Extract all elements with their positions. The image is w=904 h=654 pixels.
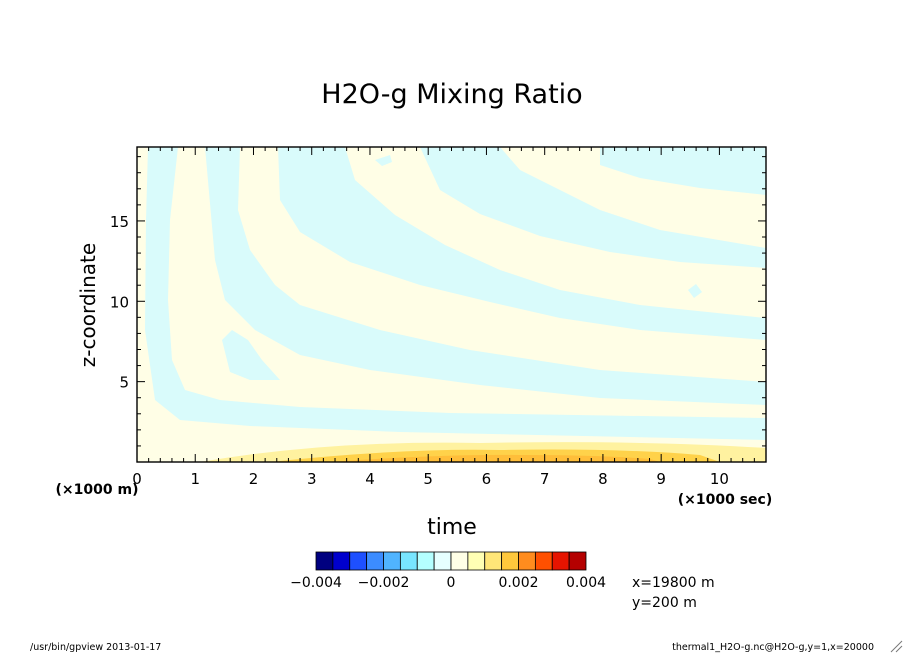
x-tick-label: 9 [656,470,666,488]
x-tick-label: 5 [423,470,433,488]
contour-band [278,147,766,340]
colorbar-swatch [450,551,469,571]
resize-grip-icon[interactable] [890,640,903,653]
colorbar-swatch [433,551,452,571]
contour-band [222,330,280,380]
plot-area: 0 1 2 3 4 5 6 7 8 9 10 5 10 15 [110,146,767,488]
colorbar-swatch [315,551,334,571]
x-tick-label: 2 [249,470,259,488]
x-axis-unit: (×1000 sec) [678,492,773,508]
colorbar-swatch [568,551,587,571]
colorbar-swatch [383,551,401,571]
contour-band [205,147,766,405]
y-axis-label: z-coordinate [76,243,100,367]
location-y-label: y=200 m [632,595,697,611]
colorbar-swatch [349,551,368,571]
colorbar-label: −0.004 [290,575,342,591]
location-x-label: x=19800 m [632,575,715,591]
colorbar-swatch [416,551,435,571]
y-tick-label: 5 [119,374,129,392]
x-tick-label: 7 [540,470,550,488]
colorbar-swatch [332,551,351,571]
y-tick-label: 10 [110,293,129,311]
contour-bands [145,147,766,440]
colorbar-swatch [551,551,570,571]
x-tick-label: 8 [598,470,608,488]
surface-layer [200,442,766,462]
colorbar-label: −0.002 [358,575,410,591]
colorbar-label: 0.004 [566,575,606,591]
colorbar-swatch [534,551,553,571]
y-tick-label: 15 [110,213,129,231]
contour-band [420,147,766,268]
x-tick-label: 10 [710,470,729,488]
x-tick-label: 0 [132,470,142,488]
chart-title: H2O-g Mixing Ratio [321,79,582,110]
contour-band [145,147,766,440]
colorbar-swatch [484,551,503,571]
footer-right: thermal1_H2O-g.nc@H2O-g,y=1,x=20000 [672,642,874,653]
y-axis-unit: (×1000 m) [56,482,139,498]
surface-band-peak [330,454,660,462]
colorbar-swatch [501,551,519,571]
colorbar-label: 0 [447,575,456,591]
contour-band [600,147,766,195]
colorbar-swatch [366,551,384,571]
x-tick-label: 4 [365,470,375,488]
colorbar-swatch [518,551,536,571]
colorbar [315,551,587,571]
footer-left: /usr/bin/gpview 2013-01-17 [30,642,161,653]
y-axis-ticks: 5 10 15 [110,156,766,463]
x-axis-label: time [427,515,477,540]
colorbar-swatch [467,551,486,571]
x-tick-label: 6 [482,470,492,488]
colorbar-swatch [399,551,418,571]
x-axis-ticks: 0 1 2 3 4 5 6 7 8 9 10 [132,147,767,488]
contour-band [375,155,392,166]
x-tick-label: 3 [307,470,317,488]
contour-band [688,284,702,298]
contour-band [502,202,530,214]
colorbar-label: 0.002 [498,575,538,591]
x-tick-label: 1 [190,470,200,488]
colorbar-labels: −0.004 −0.002 0 0.002 0.004 [290,575,606,591]
